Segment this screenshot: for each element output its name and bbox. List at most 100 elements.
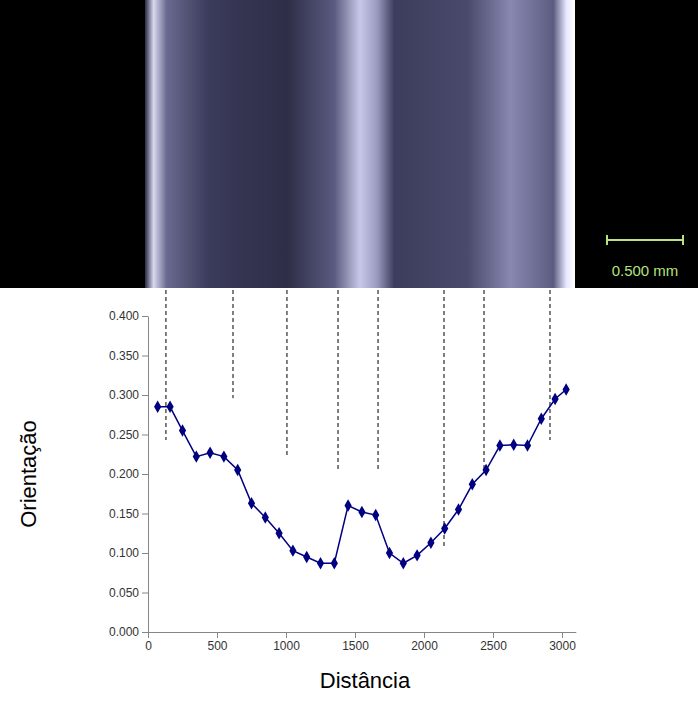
data-point	[262, 511, 269, 523]
data-point	[303, 551, 310, 563]
scale-bar-cap	[606, 235, 608, 245]
data-point	[441, 522, 448, 534]
x-tick-label: 3000	[549, 639, 576, 653]
data-point	[154, 401, 161, 413]
x-tick-mark	[424, 632, 425, 638]
x-tick: 2500	[480, 632, 507, 653]
boundary-line	[165, 290, 166, 440]
y-tick-label: 0.350	[109, 349, 139, 363]
y-tick-mark	[142, 435, 148, 436]
data-point	[166, 401, 173, 413]
y-tick: 0.250	[109, 428, 148, 442]
x-tick: 1000	[273, 632, 300, 653]
x-axis-title: Distância	[320, 668, 411, 693]
y-axis-line	[148, 317, 149, 633]
data-point	[372, 509, 379, 521]
data-point	[234, 464, 241, 476]
data-point	[510, 439, 517, 451]
x-tick-mark	[355, 632, 356, 638]
data-point	[563, 383, 570, 395]
boundary-line	[484, 290, 485, 470]
x-axis-line	[149, 632, 577, 633]
data-point	[206, 446, 213, 458]
y-tick: 0.300	[109, 388, 148, 402]
x-tick: 500	[207, 632, 227, 653]
x-tick-mark	[493, 632, 494, 638]
y-tick-mark	[142, 593, 148, 594]
y-tick-mark	[142, 316, 148, 317]
y-tick-mark	[142, 474, 148, 475]
plot-area	[154, 383, 570, 569]
x-tick-label: 1500	[342, 639, 369, 653]
data-point	[317, 557, 324, 569]
x-tick-label: 2000	[411, 639, 438, 653]
y-tick: 0.000	[109, 625, 148, 639]
x-tick-label: 0	[145, 639, 152, 653]
data-point	[524, 439, 531, 451]
y-tick-mark	[142, 356, 148, 357]
y-tick-mark	[142, 514, 148, 515]
data-point	[275, 527, 282, 539]
micrograph-image	[145, 0, 575, 288]
y-tick: 0.400	[109, 309, 148, 323]
y-tick-label: 0.100	[109, 546, 139, 560]
scale-bar-cap	[682, 235, 684, 245]
y-axis-title: Orientação	[16, 420, 41, 528]
data-point	[538, 412, 545, 424]
data-point	[427, 536, 434, 548]
x-axis: 0 500 1000 1500 2000 2500 3000	[145, 632, 576, 653]
data-point	[496, 439, 503, 451]
y-tick-label: 0.250	[109, 428, 139, 442]
scale-bar-line	[607, 239, 683, 241]
y-tick-mark	[142, 632, 148, 633]
boundary-line	[444, 290, 445, 548]
x-tick-mark	[217, 632, 218, 638]
y-tick-mark	[142, 553, 148, 554]
image-background	[0, 0, 698, 288]
micrograph	[0, 0, 698, 288]
x-tick-mark	[148, 632, 149, 638]
y-tick: 0.100	[109, 546, 148, 560]
y-tick-label: 0.200	[109, 467, 139, 481]
data-point	[331, 557, 338, 569]
series-line	[158, 389, 566, 563]
data-point	[551, 393, 558, 405]
data-point	[344, 499, 351, 511]
y-tick-label: 0.300	[109, 388, 139, 402]
x-tick-label: 1000	[273, 639, 300, 653]
y-tick-mark	[142, 395, 148, 396]
x-tick: 0	[145, 632, 152, 653]
boundary-line	[233, 290, 234, 398]
scale-bar-label: 0.500 mm	[612, 262, 679, 279]
y-tick: 0.350	[109, 349, 148, 363]
data-point	[400, 557, 407, 569]
x-tick: 3000	[549, 632, 576, 653]
data-point	[455, 503, 462, 515]
x-tick: 2000	[411, 632, 438, 653]
data-point	[413, 549, 420, 561]
data-point	[220, 450, 227, 462]
x-tick: 1500	[342, 632, 369, 653]
y-axis: 0.000 0.050 0.100 0.150 0.200 0.250 0.300 0.350…	[109, 309, 149, 639]
data-point	[469, 478, 476, 490]
boundary-line	[286, 290, 287, 455]
y-tick-label: 0.150	[109, 507, 139, 521]
y-tick-label: 0.400	[109, 309, 139, 323]
y-tick-label: 0.000	[109, 625, 139, 639]
data-point	[193, 450, 200, 462]
x-tick-mark	[562, 632, 563, 638]
boundary-line	[549, 290, 550, 440]
x-tick-label: 2500	[480, 639, 507, 653]
y-tick-label: 0.050	[109, 586, 139, 600]
x-tick-mark	[286, 632, 287, 638]
data-point	[482, 464, 489, 476]
data-point	[179, 424, 186, 436]
data-point	[248, 497, 255, 509]
scale-bar: 0.500 mm	[607, 235, 683, 279]
y-tick: 0.050	[109, 586, 148, 600]
boundary-line	[338, 290, 339, 470]
data-point	[358, 506, 365, 518]
chart: 0.500 mm0.0000.0500.1000.1500.2000.2500.…	[0, 0, 698, 702]
y-tick: 0.150	[109, 507, 148, 521]
data-point	[289, 544, 296, 556]
